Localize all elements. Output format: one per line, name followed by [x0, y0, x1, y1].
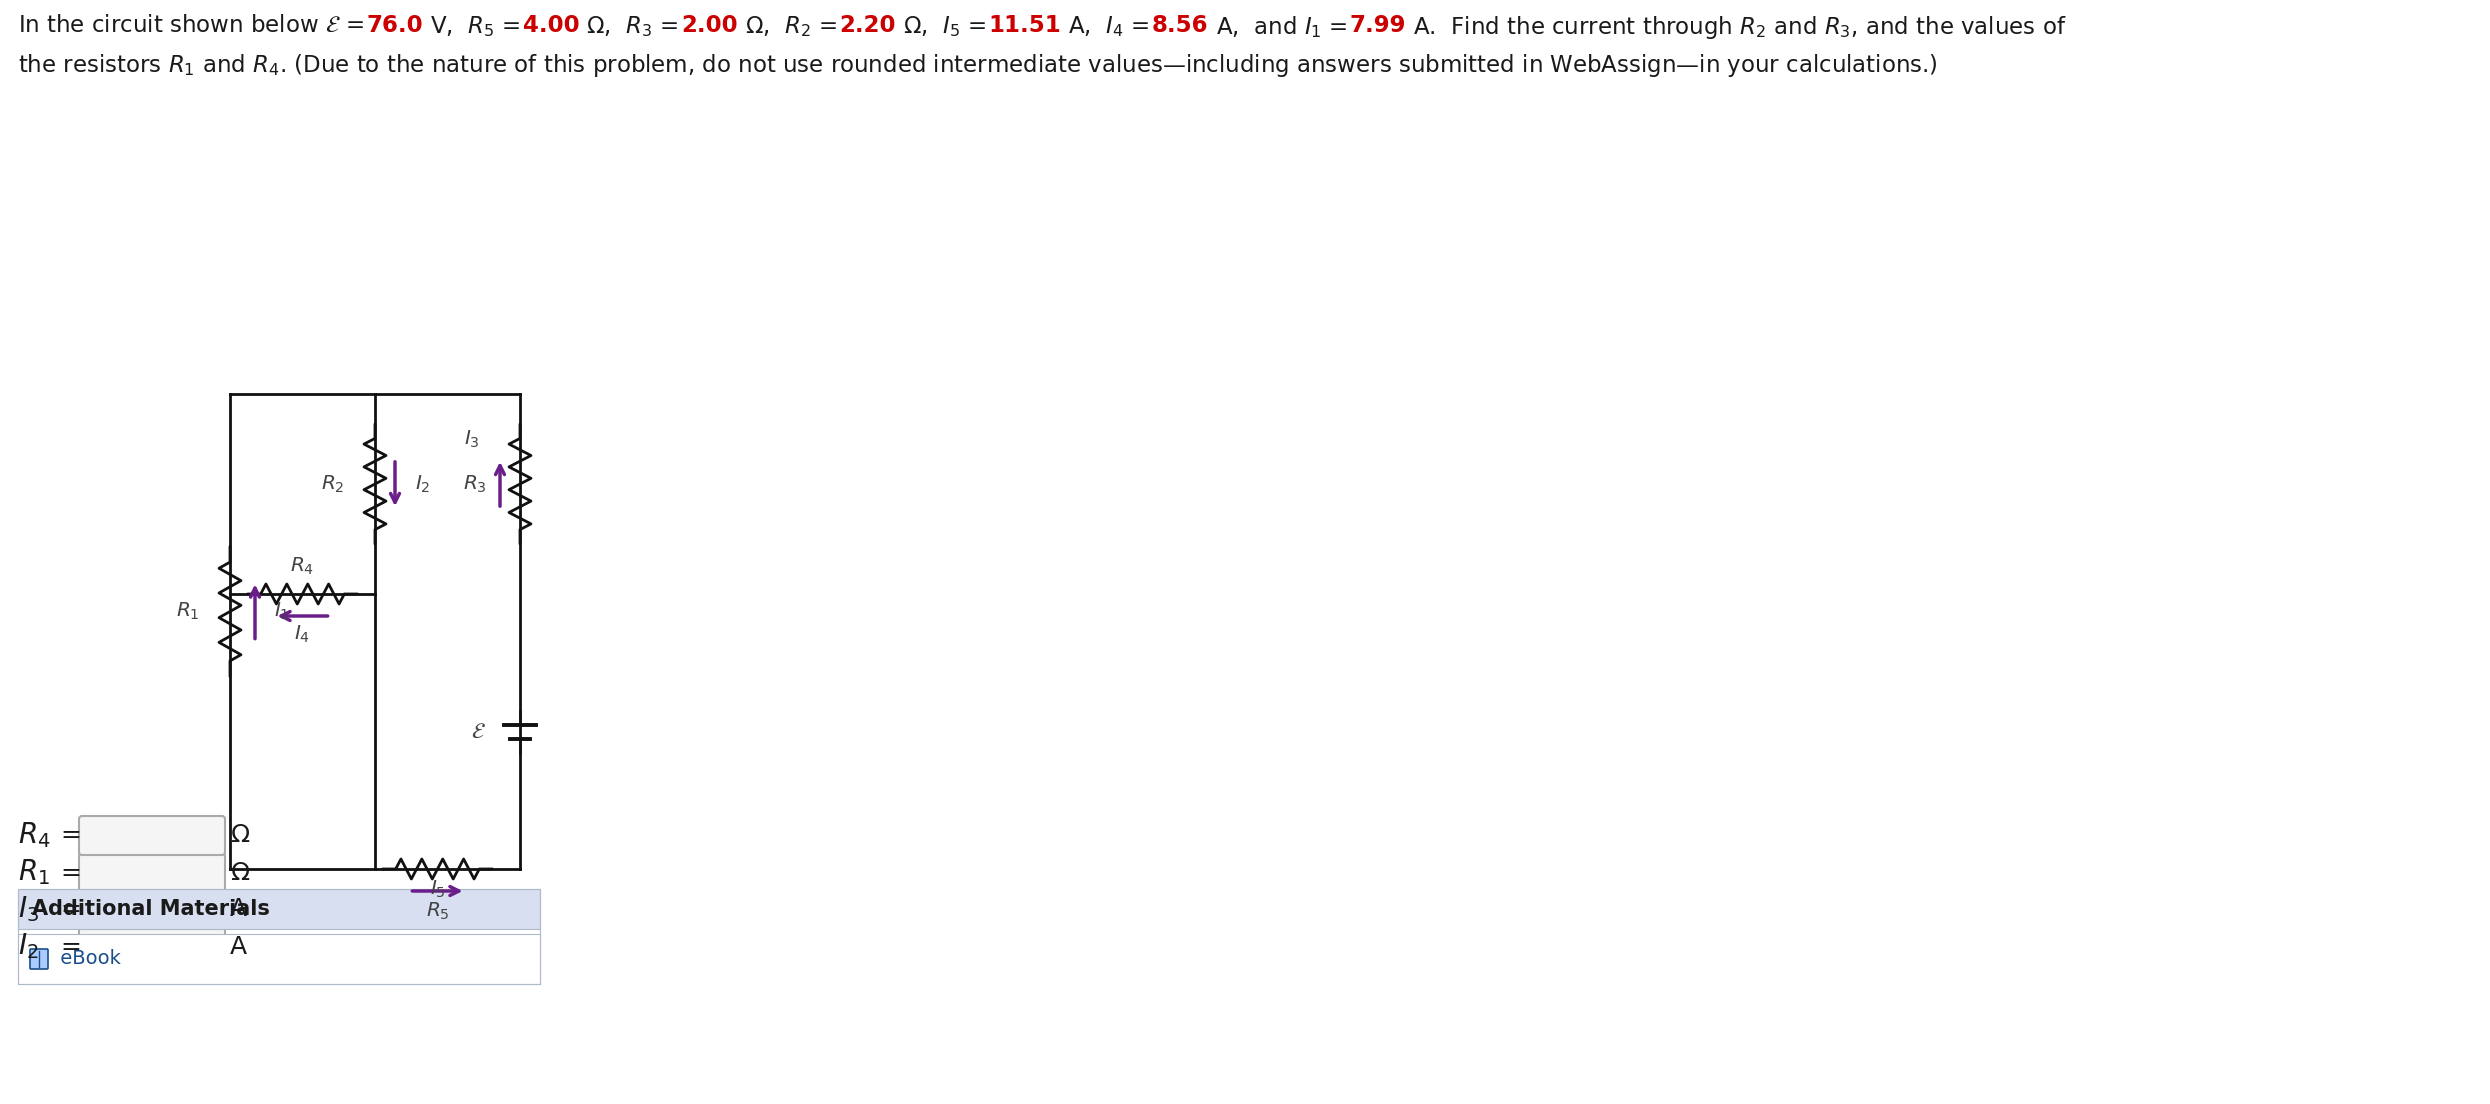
Text: =: = — [60, 934, 80, 958]
Text: $\Omega$,  $I_5$ =: $\Omega$, $I_5$ = — [896, 14, 989, 39]
Text: $\mathcal{E}$: $\mathcal{E}$ — [471, 721, 486, 743]
Text: $\Omega$: $\Omega$ — [229, 860, 251, 884]
Text: $R_1$: $R_1$ — [17, 858, 50, 888]
Text: 4.00: 4.00 — [523, 14, 580, 38]
Text: $R_1$: $R_1$ — [177, 601, 199, 623]
Text: $I_2$: $I_2$ — [416, 474, 431, 495]
Bar — [17, 934, 540, 984]
Text: Additional Materials: Additional Materials — [32, 899, 269, 919]
Bar — [17, 889, 540, 928]
Text: 8.56: 8.56 — [1153, 14, 1208, 38]
Text: $I_3$: $I_3$ — [17, 894, 40, 924]
Text: $I_3$: $I_3$ — [463, 428, 481, 449]
Text: $I_4$: $I_4$ — [294, 624, 311, 645]
Text: =: = — [60, 860, 80, 884]
Text: In the circuit shown below $\mathcal{E}$ =: In the circuit shown below $\mathcal{E}$… — [17, 14, 366, 38]
Text: A.  Find the current through $R_2$ and $R_3$, and the values of: A. Find the current through $R_2$ and $R… — [1407, 14, 2067, 41]
Text: $I_1$: $I_1$ — [274, 601, 289, 623]
Text: =: = — [60, 824, 80, 848]
Text: $R_4$: $R_4$ — [17, 820, 50, 850]
FancyBboxPatch shape — [80, 853, 224, 892]
Text: $R_2$: $R_2$ — [321, 474, 344, 495]
Text: A: A — [229, 898, 247, 922]
FancyBboxPatch shape — [80, 816, 224, 854]
Text: $R_4$: $R_4$ — [291, 555, 314, 576]
Text: 2.20: 2.20 — [839, 14, 896, 38]
Text: V,  $R_5$ =: V, $R_5$ = — [423, 14, 523, 39]
Text: 76.0: 76.0 — [366, 14, 423, 38]
Text: $I_2$: $I_2$ — [17, 932, 37, 962]
Text: $I_5$: $I_5$ — [431, 879, 446, 900]
FancyBboxPatch shape — [30, 949, 47, 969]
Bar — [17, 889, 540, 984]
Text: A: A — [229, 934, 247, 958]
Text: 2.00: 2.00 — [682, 14, 737, 38]
Text: 11.51: 11.51 — [989, 14, 1061, 38]
FancyBboxPatch shape — [80, 927, 224, 966]
Text: $\Omega$: $\Omega$ — [229, 824, 251, 848]
Text: $R_5$: $R_5$ — [426, 901, 448, 922]
Text: $R_3$: $R_3$ — [463, 474, 488, 495]
Text: 7.99: 7.99 — [1350, 14, 1407, 38]
FancyBboxPatch shape — [80, 890, 224, 928]
Text: $\Omega$,  $R_3$ =: $\Omega$, $R_3$ = — [580, 14, 682, 39]
Text: the resistors $R_1$ and $R_4$. (Due to the nature of this problem, do not use ro: the resistors $R_1$ and $R_4$. (Due to t… — [17, 52, 1937, 79]
Text: =: = — [60, 898, 80, 922]
Text: $\Omega$,  $R_2$ =: $\Omega$, $R_2$ = — [737, 14, 839, 39]
Text: A,  $I_4$ =: A, $I_4$ = — [1061, 14, 1153, 39]
Text: eBook: eBook — [55, 949, 122, 968]
Text: A,  and $I_1$ =: A, and $I_1$ = — [1208, 14, 1350, 40]
